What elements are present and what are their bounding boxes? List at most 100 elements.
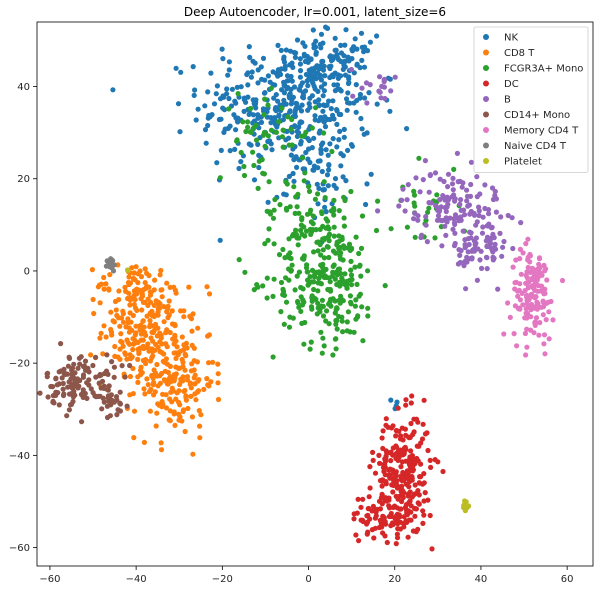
data-point bbox=[429, 546, 435, 552]
data-point bbox=[331, 262, 337, 268]
data-point bbox=[206, 112, 212, 119]
data-point bbox=[452, 221, 458, 227]
data-point bbox=[281, 90, 287, 96]
data-point bbox=[58, 368, 64, 374]
data-point bbox=[272, 117, 278, 123]
data-point bbox=[158, 447, 165, 453]
data-point bbox=[309, 145, 315, 151]
data-point bbox=[281, 97, 287, 103]
data-point bbox=[380, 428, 386, 434]
data-point bbox=[147, 322, 153, 328]
data-point bbox=[182, 428, 188, 435]
data-point bbox=[394, 535, 401, 541]
data-point bbox=[321, 179, 327, 185]
data-point bbox=[294, 273, 300, 279]
data-point bbox=[432, 235, 438, 241]
legend-label: DC bbox=[504, 79, 519, 90]
data-point bbox=[311, 249, 317, 255]
data-point bbox=[525, 284, 532, 290]
data-point bbox=[324, 25, 331, 31]
data-point bbox=[258, 64, 264, 70]
data-point bbox=[320, 40, 326, 46]
data-point bbox=[357, 65, 363, 71]
data-point bbox=[463, 286, 469, 292]
data-point bbox=[286, 142, 292, 148]
data-point bbox=[139, 307, 145, 313]
data-point bbox=[334, 305, 340, 312]
data-point bbox=[301, 51, 307, 58]
data-point bbox=[187, 381, 193, 388]
data-point bbox=[98, 330, 104, 336]
data-point bbox=[403, 397, 409, 403]
data-point bbox=[288, 268, 294, 274]
data-point bbox=[404, 468, 410, 474]
data-point bbox=[90, 296, 96, 303]
data-point bbox=[329, 73, 335, 79]
data-point bbox=[291, 84, 298, 90]
data-point bbox=[358, 245, 365, 251]
data-point bbox=[190, 64, 196, 70]
data-point bbox=[122, 351, 129, 357]
data-point bbox=[400, 437, 406, 443]
x-tick-label: 40 bbox=[475, 574, 488, 585]
data-point bbox=[290, 170, 296, 177]
data-point bbox=[345, 309, 351, 315]
data-point bbox=[316, 185, 322, 191]
data-point bbox=[151, 367, 157, 373]
data-point bbox=[505, 300, 511, 306]
data-point bbox=[189, 328, 195, 334]
data-point bbox=[361, 64, 368, 70]
data-point bbox=[206, 383, 212, 389]
data-point bbox=[208, 379, 214, 385]
data-point bbox=[379, 483, 385, 489]
data-point bbox=[277, 70, 283, 76]
data-point bbox=[376, 498, 383, 504]
data-point bbox=[202, 103, 208, 109]
legend-label: Platelet bbox=[504, 157, 542, 168]
data-point bbox=[265, 133, 271, 139]
data-point bbox=[548, 298, 554, 305]
data-point bbox=[311, 167, 317, 173]
data-point bbox=[70, 398, 76, 405]
data-point bbox=[489, 224, 495, 230]
data-point bbox=[345, 80, 352, 87]
data-point bbox=[416, 155, 422, 161]
data-point bbox=[399, 478, 405, 484]
data-point bbox=[315, 165, 321, 171]
data-point bbox=[367, 82, 373, 88]
data-point bbox=[273, 129, 279, 135]
data-point bbox=[335, 266, 341, 272]
data-point bbox=[421, 498, 427, 504]
data-point bbox=[353, 82, 359, 88]
data-point bbox=[77, 361, 83, 367]
data-point bbox=[60, 380, 66, 387]
data-point bbox=[387, 472, 393, 478]
data-point bbox=[185, 405, 191, 412]
data-point bbox=[325, 244, 331, 250]
data-point bbox=[327, 286, 333, 293]
data-point bbox=[186, 284, 192, 290]
data-point bbox=[378, 519, 384, 525]
data-point bbox=[238, 159, 244, 165]
data-point bbox=[319, 350, 325, 356]
data-point bbox=[451, 192, 457, 198]
data-point bbox=[358, 273, 364, 279]
data-point bbox=[348, 188, 354, 195]
data-point bbox=[294, 133, 300, 139]
data-point bbox=[142, 391, 148, 397]
data-point bbox=[530, 304, 536, 310]
data-point bbox=[236, 165, 242, 172]
data-point bbox=[82, 358, 89, 364]
data-point bbox=[219, 46, 225, 52]
data-point bbox=[288, 73, 294, 80]
data-point bbox=[476, 204, 482, 210]
data-point bbox=[254, 282, 260, 288]
data-point bbox=[161, 359, 167, 365]
data-point bbox=[399, 487, 405, 493]
data-point bbox=[269, 147, 275, 153]
data-point bbox=[443, 232, 449, 238]
data-point bbox=[336, 208, 342, 214]
data-point bbox=[420, 481, 426, 487]
data-point bbox=[315, 64, 321, 70]
data-point bbox=[108, 326, 114, 333]
